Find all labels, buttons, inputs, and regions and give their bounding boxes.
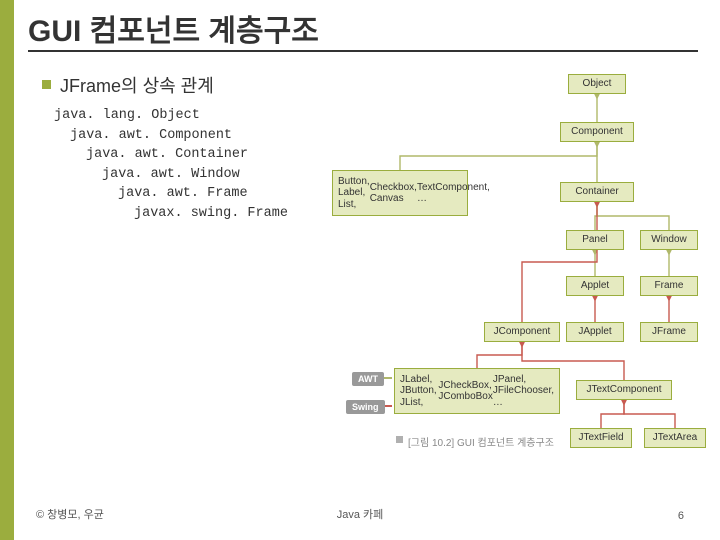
inheritance-list: java. lang. Object java. awt. Component … [54,106,288,223]
node-primitives: Button, Label, List,Checkbox, CanvasText… [332,170,468,216]
inh-line: javax. swing. Frame [54,204,288,224]
node-jlist: JLabel, JButton, JList,JCheckBox, JCombo… [394,368,560,414]
footer-page-number: 6 [678,510,684,522]
page-title: GUI 컴포넌트 계층구조 [28,6,319,50]
node-jframe: JFrame [640,322,698,342]
inh-line: java. awt. Component [54,126,288,146]
node-panel: Panel [566,230,624,250]
node-window: Window [640,230,698,250]
node-japplet: JApplet [566,322,624,342]
subtitle: JFrame의 상속 관계 [60,72,214,98]
node-jtextarea: JTextArea [644,428,706,448]
node-jtextfield: JTextField [570,428,632,448]
legend-badge-awt: AWT [352,372,384,386]
node-jcomponent: JComponent [484,322,560,342]
inh-line: java. awt. Frame [54,184,288,204]
accent-sidebar [0,0,14,540]
node-container: Container [560,182,634,202]
node-component: Component [560,122,634,142]
inh-line: java. lang. Object [54,106,288,126]
hierarchy-diagram: Object Component Button, Label, List,Check… [332,74,708,474]
node-applet: Applet [566,276,624,296]
footer-left: © 창병모, 우균 [36,506,104,522]
footer-center: Java 카페 [337,506,384,522]
inh-line: java. awt. Window [54,165,288,185]
node-jtextcomp: JTextComponent [576,380,672,400]
caption-bullet-icon [396,436,403,443]
title-underline [28,50,698,52]
node-frame: Frame [640,276,698,296]
legend-badge-swing: Swing [346,400,385,414]
node-object: Object [568,74,626,94]
inh-line: java. awt. Container [54,145,288,165]
bullet-icon [42,80,51,89]
diagram-caption: [그림 10.2] GUI 컴포넌트 계층구조 [408,434,554,449]
